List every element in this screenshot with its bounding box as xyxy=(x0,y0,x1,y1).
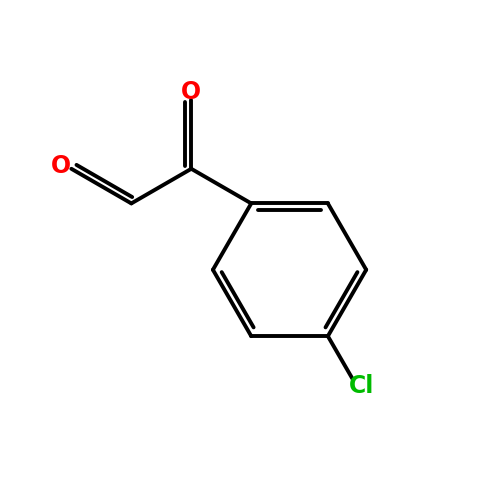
Text: O: O xyxy=(181,80,202,104)
Text: O: O xyxy=(50,154,70,178)
Text: Cl: Cl xyxy=(349,374,374,398)
